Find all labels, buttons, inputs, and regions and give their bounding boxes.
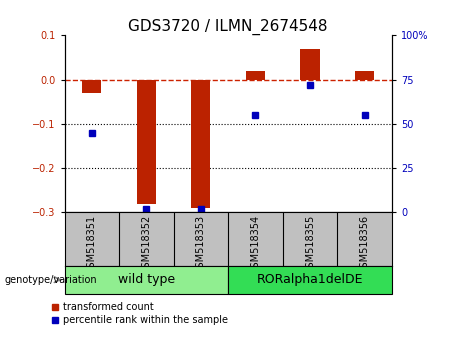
- Bar: [301, 48, 319, 80]
- Text: GSM518352: GSM518352: [142, 215, 151, 274]
- Legend: transformed count, percentile rank within the sample: transformed count, percentile rank withi…: [51, 302, 228, 325]
- Bar: [82, 80, 101, 93]
- Bar: [246, 71, 265, 80]
- Bar: [137, 80, 156, 204]
- Bar: [355, 71, 374, 80]
- Text: genotype/variation: genotype/variation: [5, 275, 97, 285]
- Text: GSM518355: GSM518355: [305, 215, 315, 274]
- Bar: [191, 80, 211, 208]
- Text: GSM518353: GSM518353: [196, 215, 206, 274]
- Text: GSM518351: GSM518351: [87, 215, 97, 274]
- Text: GSM518356: GSM518356: [360, 215, 370, 274]
- Bar: [228, 266, 392, 294]
- Text: wild type: wild type: [118, 273, 175, 286]
- Text: RORalpha1delDE: RORalpha1delDE: [257, 273, 363, 286]
- Text: GSM518354: GSM518354: [250, 215, 260, 274]
- Title: GDS3720 / ILMN_2674548: GDS3720 / ILMN_2674548: [129, 19, 328, 35]
- Bar: [65, 266, 228, 294]
